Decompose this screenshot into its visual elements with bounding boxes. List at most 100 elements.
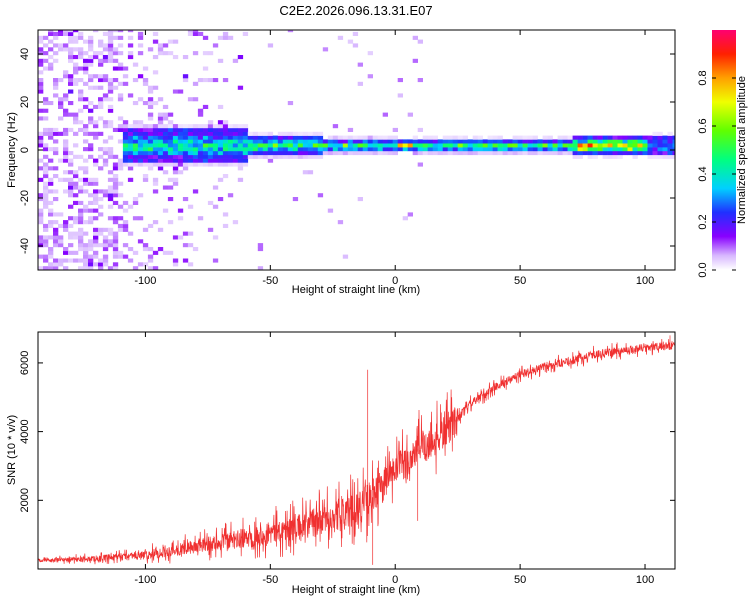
heatmap-cell (467, 143, 473, 148)
heatmap-cell (287, 131, 294, 136)
heatmap-cell (252, 139, 259, 144)
heatmap-cell (157, 162, 164, 167)
heatmap-cell (507, 151, 513, 156)
heatmap-cell (667, 154, 673, 159)
heatmap-cell (237, 143, 244, 148)
heatmap-cell (73, 78, 79, 83)
heatmap-cell (93, 131, 99, 136)
heatmap-cell (387, 135, 393, 140)
heatmap-cell (547, 147, 553, 152)
heatmap-cell (652, 143, 658, 148)
heatmap-cell (78, 31, 84, 36)
heatmap-cell (242, 151, 249, 156)
heatmap-cell (117, 30, 124, 33)
heatmap-cell (252, 135, 259, 140)
heatmap-cell (83, 127, 89, 132)
heatmap-cell (142, 135, 149, 140)
heatmap-cell (112, 51, 119, 56)
heatmap-cell (63, 266, 69, 270)
heatmap-cell (68, 101, 74, 106)
heatmap-cell (592, 154, 598, 159)
heatmap-cell (172, 124, 179, 129)
heatmap-cell (73, 220, 79, 225)
heatmap-cell (527, 139, 533, 144)
heatmap-cell (137, 74, 144, 79)
heatmap-cell (497, 143, 503, 148)
heatmap-cell (247, 147, 254, 152)
heatmap-cell (162, 158, 169, 163)
heatmap-cell (197, 124, 204, 129)
heatmap-cell (617, 154, 623, 159)
heatmap-cell (287, 154, 294, 159)
heatmap-cell (207, 124, 214, 129)
heatmap-cell (38, 235, 44, 240)
heatmap-cell (487, 139, 493, 144)
heatmap-cell (617, 147, 623, 152)
heatmap-cell (107, 39, 114, 44)
heatmap-cell (142, 151, 149, 156)
heatmap-cell (607, 154, 613, 159)
heatmap-cell (357, 135, 363, 140)
heatmap-cell (167, 139, 174, 144)
heatmap-cell (197, 143, 204, 148)
heatmap-cell (207, 147, 214, 152)
heatmap-cell (73, 66, 79, 71)
heatmap-cell (192, 143, 199, 148)
heatmap-cell (457, 143, 463, 148)
heatmap-cell (43, 162, 49, 167)
heatmap-cell (112, 220, 119, 225)
heatmap-cell (122, 124, 129, 129)
heatmap-cell (78, 227, 84, 232)
heatmap-cell (132, 101, 139, 106)
heatmap-cell (667, 131, 673, 136)
heatmap-cell (83, 81, 89, 86)
heatmap-cell (142, 131, 149, 136)
heatmap-cell (167, 197, 174, 202)
heatmap-cell (577, 143, 583, 148)
heatmap-cell (107, 97, 114, 102)
heatmap-cell (132, 62, 139, 67)
heatmap-cell (73, 47, 79, 52)
heatmap-cell (43, 266, 49, 270)
heatmap-cell (63, 223, 69, 228)
heatmap-cell (53, 166, 59, 171)
heatmap-cell (53, 197, 59, 202)
heatmap-cell (107, 89, 114, 94)
heatmap-cell (217, 135, 224, 140)
heatmap-cell (157, 158, 164, 163)
heatmap-cell (78, 220, 84, 225)
heatmap-cell (207, 154, 214, 159)
heatmap-cell (117, 116, 124, 121)
heatmap-cell (172, 127, 179, 132)
heatmap-cell (127, 35, 134, 40)
heatmap-cell (122, 220, 129, 225)
heatmap-cell (162, 185, 169, 190)
heatmap-cell (58, 97, 64, 102)
heatmap-cell (272, 135, 279, 140)
heatmap-cell (48, 158, 54, 163)
heatmap-cell (197, 78, 204, 83)
heatmap-cell (182, 78, 189, 83)
heatmap-cell (63, 108, 69, 113)
heatmap-cell (117, 43, 124, 48)
heatmap-cell (307, 151, 314, 156)
heatmap-cell (117, 227, 124, 232)
heatmap-cell (73, 81, 79, 86)
heatmap-cell (98, 58, 104, 63)
colorbar-tick-label: 0.8 (697, 70, 709, 85)
heatmap-cell (437, 151, 443, 156)
heatmap-cell (38, 216, 44, 221)
heatmap-cell (577, 147, 583, 152)
heatmap-cell (122, 208, 129, 213)
heatmap-cell (562, 139, 568, 144)
heatmap-cell (222, 212, 229, 217)
heatmap-cell (73, 154, 79, 159)
heatmap-cell (217, 139, 224, 144)
heatmap-cell (642, 147, 648, 152)
heatmap-cell (93, 262, 99, 267)
heatmap-cell (147, 116, 154, 121)
heatmap-cell (93, 254, 99, 259)
snr-x-ticks: -100 -50 0 50 100 (134, 332, 654, 586)
heatmap-cell (43, 147, 49, 152)
heatmap-cell (512, 147, 518, 152)
